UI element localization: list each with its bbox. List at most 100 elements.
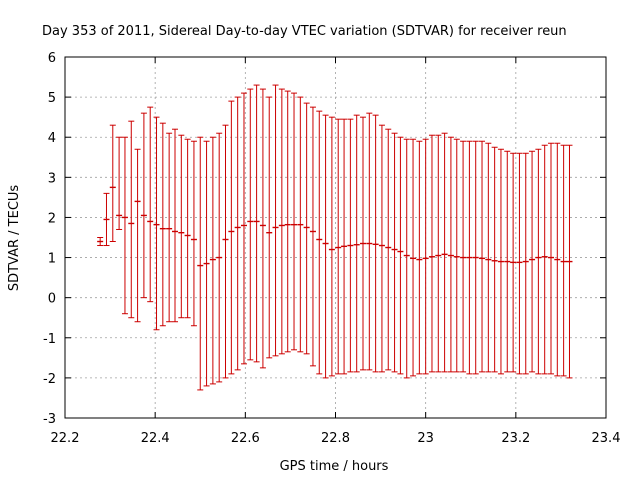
error-bar — [522, 152, 529, 375]
error-bar — [447, 136, 454, 373]
y-tick-label: 0 — [48, 292, 56, 307]
error-bar — [460, 140, 467, 373]
error-bar — [485, 142, 492, 373]
error-bar — [378, 124, 385, 373]
error-bar — [278, 88, 285, 355]
error-bar — [166, 132, 173, 323]
error-bar — [309, 106, 316, 367]
x-tick-labels: 22.2 22.4 22.6 22.8 23 23.2 23.4 — [51, 431, 621, 446]
error-bar — [159, 122, 166, 327]
error-bar — [316, 110, 323, 375]
error-bar — [297, 96, 304, 353]
error-bar — [197, 136, 204, 391]
error-bar — [366, 112, 373, 371]
y-tick-label: 2 — [48, 211, 56, 226]
y-tick-label: -3 — [43, 412, 56, 427]
error-bar — [116, 136, 123, 230]
error-bar — [428, 134, 435, 373]
error-bar — [335, 118, 342, 375]
error-bar — [341, 118, 348, 375]
x-tick-label: 22.2 — [51, 431, 80, 446]
error-bar — [385, 128, 392, 371]
y-tick-label: 5 — [48, 91, 56, 106]
y-axis-label: SDTVAR / TECUs — [7, 185, 22, 292]
y-tick-label: 3 — [48, 171, 56, 186]
error-bar — [259, 88, 266, 369]
x-tick-label: 22.4 — [141, 431, 170, 446]
error-bar — [372, 114, 379, 373]
y-tick-label: 1 — [48, 252, 56, 267]
error-bar — [554, 142, 561, 377]
x-tick-label: 22.8 — [321, 431, 350, 446]
error-bar — [403, 138, 410, 379]
error-bar — [97, 237, 104, 247]
error-bar — [272, 84, 279, 357]
error-bar — [240, 92, 247, 365]
x-tick-label: 23.2 — [501, 431, 530, 446]
error-bar — [203, 140, 210, 387]
error-bar — [504, 150, 511, 373]
y-tick-labels: -3 -2 -1 0 1 2 3 4 5 6 — [43, 51, 56, 427]
error-bar — [541, 144, 548, 375]
error-bar — [284, 90, 291, 353]
error-bar — [128, 120, 135, 319]
error-bar — [441, 132, 448, 373]
error-bar — [416, 140, 423, 375]
error-bar — [253, 84, 260, 363]
error-bar — [109, 124, 116, 243]
error-bar — [322, 114, 329, 379]
error-bar — [353, 114, 360, 373]
error-bar — [247, 88, 254, 361]
error-bar-series — [97, 84, 573, 391]
error-bar — [147, 106, 154, 303]
x-tick-label: 23.4 — [592, 431, 621, 446]
error-bar — [397, 136, 404, 375]
error-bar — [228, 100, 235, 375]
error-bar — [479, 140, 486, 373]
error-bar — [328, 116, 335, 377]
y-tick-label: -1 — [43, 332, 56, 347]
x-tick-label: 23 — [417, 431, 434, 446]
error-bar — [510, 152, 517, 373]
error-bar — [266, 96, 273, 359]
error-bar — [303, 102, 310, 355]
y-tick-label: -2 — [43, 372, 56, 387]
error-bar — [153, 116, 160, 331]
error-bar — [435, 134, 442, 373]
error-bar — [535, 148, 542, 375]
error-bar — [491, 146, 498, 373]
error-bar — [209, 136, 216, 385]
error-bar — [516, 152, 523, 375]
error-bar — [391, 132, 398, 373]
error-bar — [497, 148, 504, 375]
error-bar — [178, 134, 185, 319]
x-tick-label: 22.6 — [231, 431, 260, 446]
error-bar — [216, 132, 223, 383]
chart-title: Day 353 of 2011, Sidereal Day-to-day VTE… — [42, 24, 567, 39]
error-bar — [121, 136, 128, 315]
error-bar — [172, 128, 179, 323]
error-bar — [410, 138, 417, 377]
error-bar — [466, 140, 473, 375]
error-bar — [360, 116, 367, 371]
error-bar — [529, 150, 536, 373]
error-bar — [190, 140, 197, 327]
x-axis-label: GPS time / hours — [280, 459, 389, 474]
error-bar — [184, 138, 191, 319]
error-bar — [291, 92, 298, 351]
grid — [65, 57, 606, 418]
error-bar — [547, 142, 554, 375]
y-tick-label: 6 — [48, 51, 56, 66]
error-bar — [453, 138, 460, 373]
error-bar — [234, 96, 241, 371]
error-bar — [566, 144, 573, 379]
error-bar — [140, 112, 147, 299]
y-tick-label: 4 — [48, 131, 56, 146]
error-bar — [103, 192, 110, 247]
error-bar — [560, 144, 567, 377]
error-bar — [347, 118, 354, 373]
error-bar — [134, 148, 141, 323]
error-bar — [422, 138, 429, 375]
axis-ticks — [64, 56, 607, 419]
